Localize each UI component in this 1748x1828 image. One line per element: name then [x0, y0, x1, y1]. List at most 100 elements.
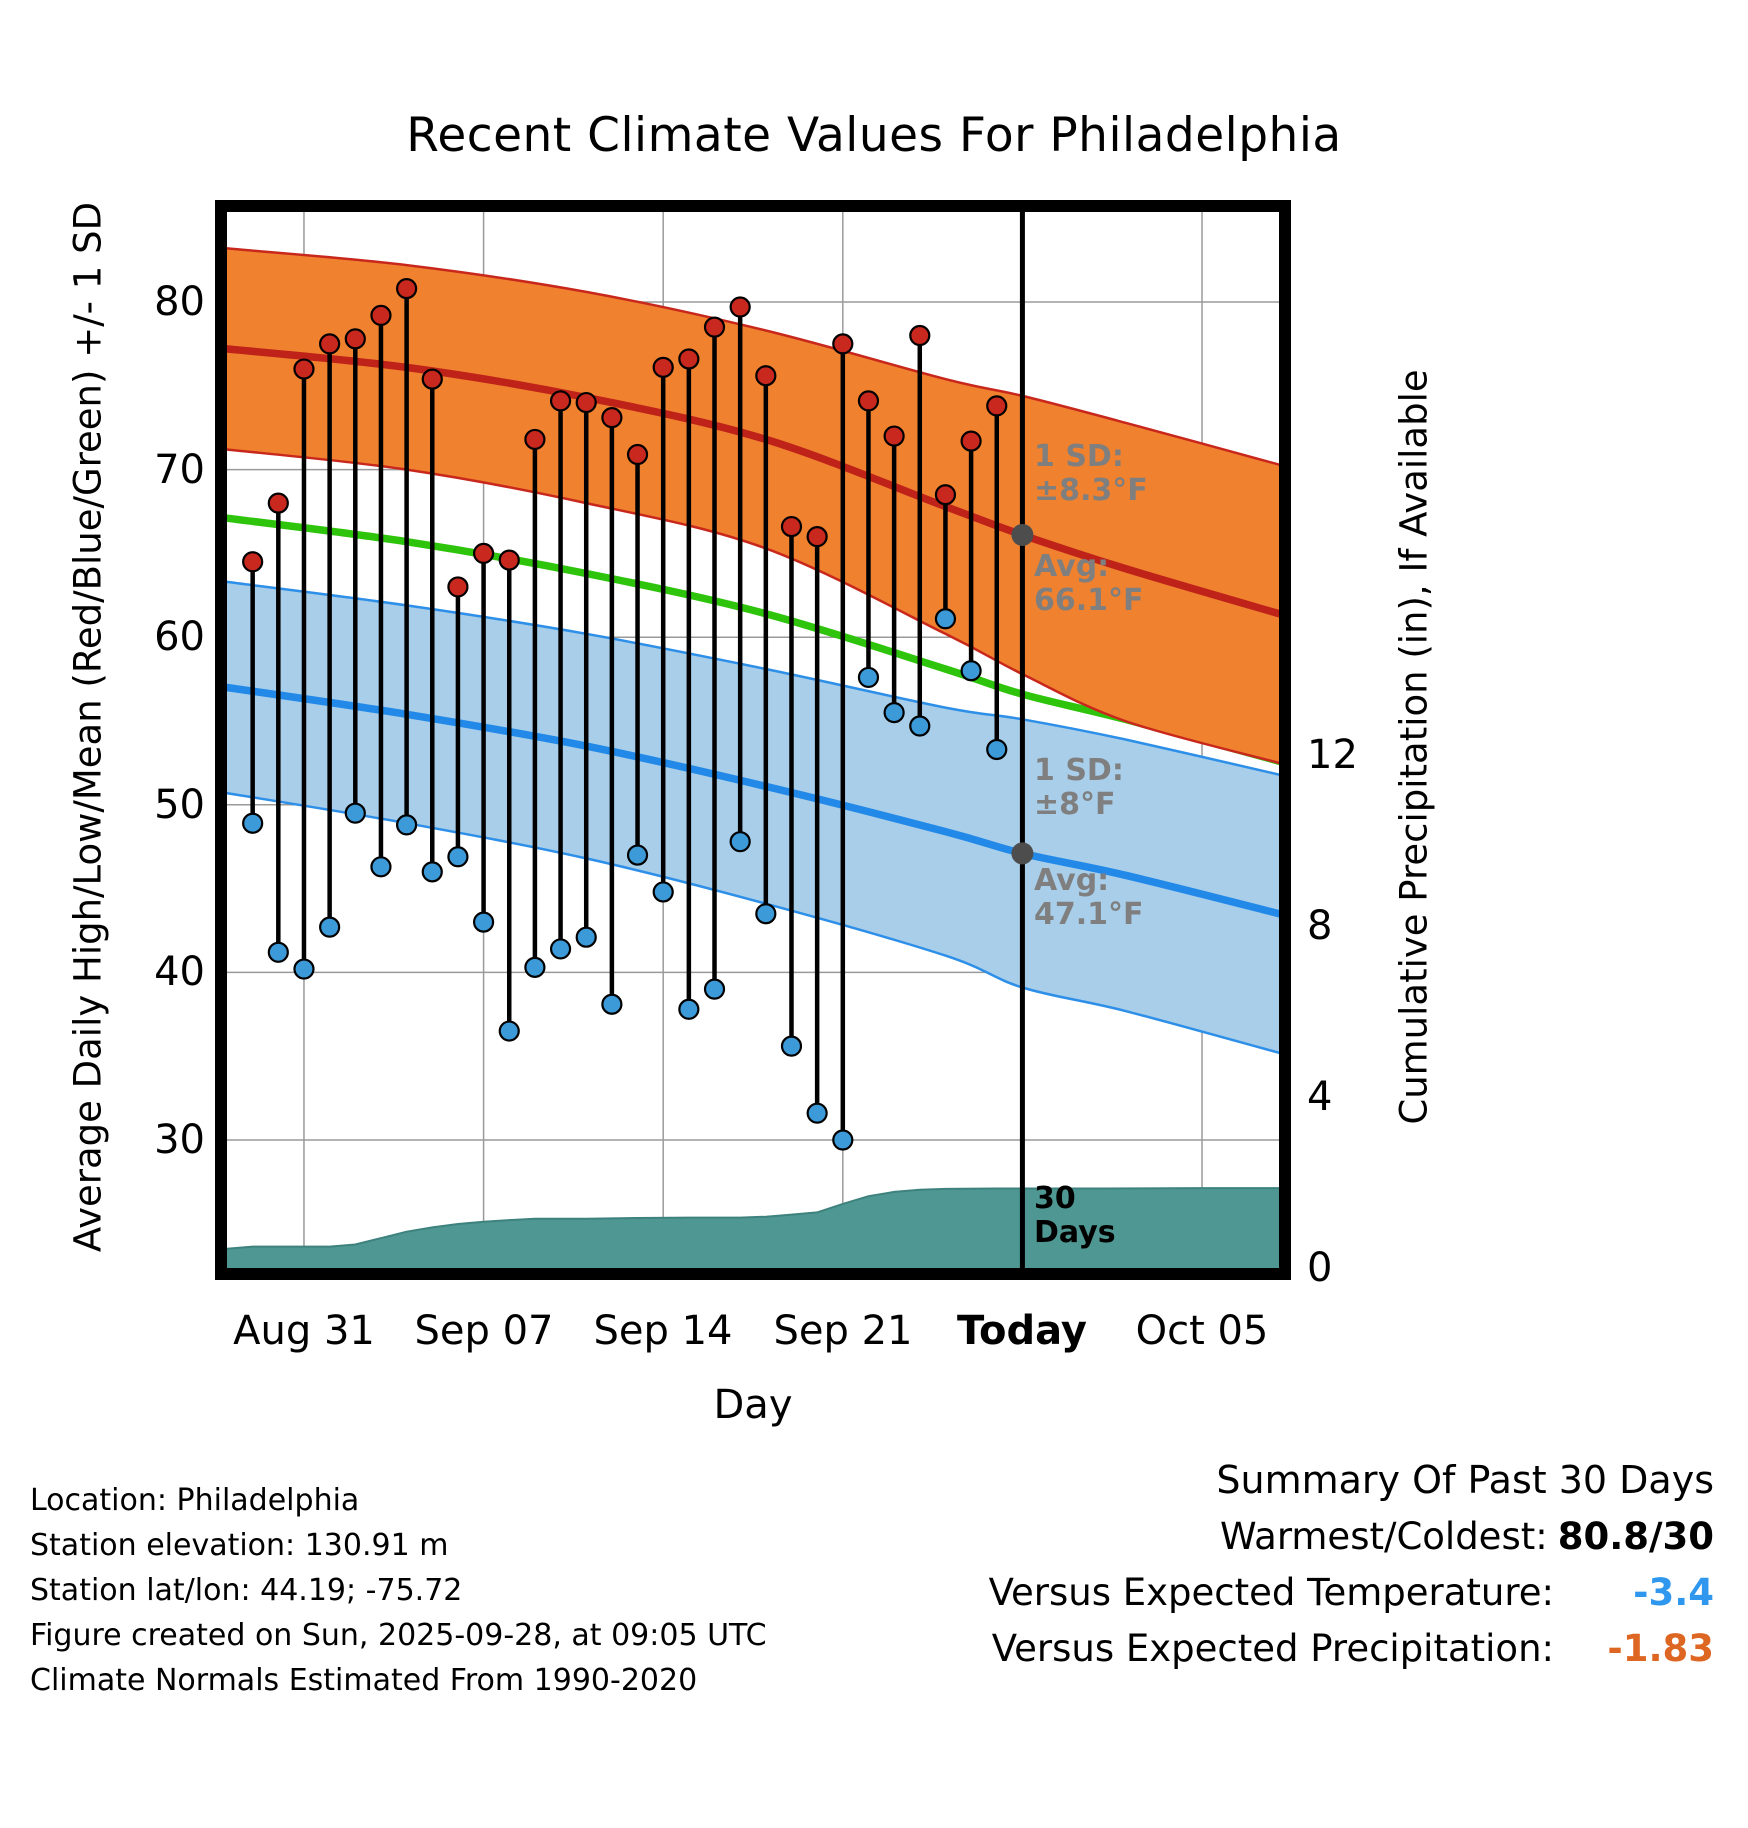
daily-low-dot [780, 1035, 803, 1057]
x-axis-tick-sep-14: Sep 14 [593, 1308, 733, 1354]
daily-high-dot [396, 277, 418, 300]
daily-high-dot [678, 348, 700, 370]
daily-high-dot [909, 324, 931, 347]
plot-frame [215, 200, 1291, 1280]
daily-low-dot [447, 846, 469, 868]
x-axis-title: Day [713, 1382, 793, 1428]
daily-low-dot [575, 926, 597, 948]
daily-low-dot [242, 812, 264, 834]
precip-axis-tick-0: 0 [1307, 1245, 1333, 1291]
high-avg-annotation: Avg: 66.1°F [1034, 549, 1144, 618]
temp-axis-tick-50: 50 [154, 782, 205, 828]
precip-days-annotation: 30 Days [1034, 1181, 1116, 1250]
low-avg-marker [1011, 842, 1034, 865]
daily-low-dot [396, 814, 418, 836]
daily-high-dot [934, 484, 957, 506]
high-mean-line [223, 345, 1283, 618]
daily-high-dot [472, 542, 495, 565]
left-axis-title: Average Daily High/Low/Mean (Red/Blue/Gr… [66, 201, 110, 1253]
precip-axis-tick-12: 12 [1307, 732, 1358, 778]
daily-high-dot [626, 443, 649, 466]
figure-metadata: Location: Philadelphia Station elevation… [30, 1478, 767, 1703]
daily-high-dot [986, 395, 1008, 417]
daily-low-dot [934, 608, 957, 630]
x-axis-tick-oct-05: Oct 05 [1135, 1308, 1269, 1354]
precip-axis-tick-8: 8 [1307, 903, 1333, 949]
daily-high-dot [498, 549, 520, 571]
high-sd-annotation: 1 SD: ±8.3°F [1034, 439, 1148, 508]
summary-value-vs-temperature: -3.4 [1633, 1571, 1714, 1614]
daily-high-dot [344, 328, 366, 350]
precip-axis-tick-4: 4 [1307, 1074, 1333, 1120]
daily-high-dot [601, 407, 623, 429]
summary-row-vs-precipitation: Versus Expected Precipitation: -1.83 [989, 1627, 1714, 1670]
low-temp-sd-band [227, 581, 1279, 1053]
daily-low-dot [549, 938, 572, 960]
daily-low-dot [421, 861, 443, 883]
daily-high-dot [267, 492, 289, 514]
daily-low-dot [678, 998, 700, 1020]
daily-high-dot [652, 356, 674, 378]
daily-high-dot [857, 390, 880, 412]
daily-high-dot [729, 296, 751, 318]
metadata-elevation: Station elevation: 130.91 m [30, 1528, 449, 1563]
daily-low-dot [472, 911, 495, 933]
daily-low-dot [857, 666, 880, 689]
daily-high-dot [319, 333, 341, 355]
daily-low-dot [498, 1020, 520, 1042]
daily-low-dot [729, 831, 751, 853]
high-band-upper-edge [225, 247, 1281, 466]
daily-high-dot [960, 430, 982, 452]
summary-heading: Summary Of Past 30 Days [1216, 1458, 1714, 1502]
metadata-created: Figure created on Sun, 2025-09-28, at 09… [30, 1618, 767, 1653]
cumulative-precip-area [227, 1188, 1279, 1268]
summary-value-vs-precipitation: -1.83 [1607, 1627, 1714, 1670]
daily-low-dot [832, 1129, 854, 1151]
daily-low-dot [319, 916, 341, 938]
daily-low-dot [703, 978, 726, 1000]
summary-label: Versus Expected Temperature: [988, 1571, 1554, 1614]
daily-high-dot [806, 526, 828, 548]
temp-axis-tick-40: 40 [154, 949, 205, 995]
low-band-upper-edge [225, 580, 1281, 776]
cumulative-precip-line [226, 1187, 1279, 1250]
daily-high-dot [549, 390, 572, 412]
daily-low-dot [909, 715, 931, 737]
daily-high-dot [421, 368, 443, 390]
daily-high-dot [242, 551, 264, 573]
daily-low-dot [626, 844, 649, 866]
low-sd-annotation: 1 SD: ±8°F [1034, 753, 1124, 822]
daily-high-dot [293, 358, 315, 380]
daily-low-dot [601, 993, 623, 1015]
metadata-normals: Climate Normals Estimated From 1990-2020 [30, 1663, 698, 1698]
daily-high-dot [370, 304, 392, 327]
daily-high-dot [755, 365, 777, 387]
daily-high-dot [703, 316, 726, 338]
summary-label: Versus Expected Precipitation: [991, 1627, 1554, 1670]
daily-low-dot [806, 1102, 828, 1124]
daily-low-dot [652, 881, 674, 903]
daily-high-dot [575, 391, 597, 414]
temp-axis-tick-60: 60 [154, 614, 205, 660]
daily-low-dot [986, 738, 1008, 761]
summary-row-vs-temperature: Versus Expected Temperature: -3.4 [989, 1571, 1714, 1614]
daily-low-dot [370, 856, 392, 878]
daily-high-dot [883, 425, 905, 447]
daily-low-dot [755, 903, 777, 925]
daily-high-dot [832, 333, 854, 355]
daily-low-dot [267, 941, 289, 963]
high-band-lower-edge [225, 448, 1281, 765]
chart-title: Recent Climate Values For Philadelphia [406, 108, 1342, 163]
high-avg-marker [1011, 523, 1034, 546]
x-axis-tick-aug-31: Aug 31 [233, 1308, 375, 1354]
x-axis-tick-sep-07: Sep 07 [414, 1308, 554, 1354]
daily-low-dot [960, 660, 982, 682]
summary-row-warmest-coldest: Warmest/Coldest: 80.8/30 [989, 1515, 1714, 1558]
metadata-latlon: Station lat/lon: 44.19; -75.72 [30, 1573, 463, 1608]
daily-low-dot [524, 956, 546, 978]
low-mean-line [223, 683, 1283, 918]
daily-high-dot [447, 576, 469, 598]
summary-panel: Summary Of Past 30 Days Warmest/Coldest:… [989, 1458, 1714, 1683]
